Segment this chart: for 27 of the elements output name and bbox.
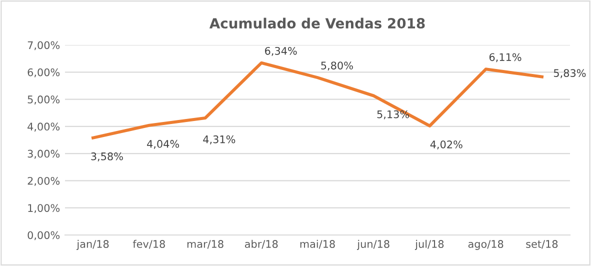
y-tick-label: 6,00% (28, 68, 60, 78)
x-tick-label: set/18 (526, 240, 558, 249)
x-tick-label: jan/18 (76, 240, 109, 250)
x-tick-label: fev/18 (132, 240, 165, 249)
y-tick-label: 0,00% (28, 231, 60, 240)
y-tick-label: 7,00% (28, 41, 60, 50)
y-tick-label: 1,00% (28, 204, 60, 214)
y-tick-label: 5,00% (28, 96, 60, 104)
data-label: 5,80% (321, 62, 353, 71)
x-tick-label: mai/18 (300, 240, 335, 249)
x-tick-label: abr/18 (244, 240, 278, 249)
x-tick-label: jul/18 (414, 240, 444, 250)
data-label: 5,83% (554, 69, 586, 78)
y-tick-label: 4,00% (28, 122, 60, 132)
x-tick-label: ago/18 (468, 240, 504, 250)
data-label: 6,11% (489, 53, 522, 62)
y-tick-label: 2,00% (28, 176, 60, 186)
data-label: 4,31% (203, 135, 236, 144)
x-tick-label: mar/18 (187, 240, 224, 249)
data-label: 3,58% (91, 152, 123, 162)
y-tick-label: 3,00% (28, 150, 60, 159)
chart-title: Acumulado de Vendas 2018 (209, 18, 425, 29)
data-label: 4,04% (147, 140, 180, 149)
x-tick-label: jun/18 (356, 240, 390, 250)
data-label: 5,13% (377, 110, 410, 120)
data-label: 6,34% (265, 46, 297, 56)
data-label: 4,02% (430, 140, 462, 150)
